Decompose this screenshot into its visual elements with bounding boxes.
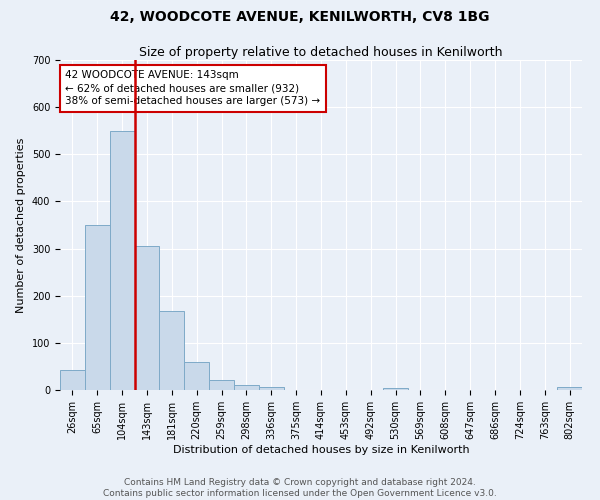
Y-axis label: Number of detached properties: Number of detached properties [16, 138, 26, 312]
Text: 42, WOODCOTE AVENUE, KENILWORTH, CV8 1BG: 42, WOODCOTE AVENUE, KENILWORTH, CV8 1BG [110, 10, 490, 24]
X-axis label: Distribution of detached houses by size in Kenilworth: Distribution of detached houses by size … [173, 444, 469, 454]
Text: 42 WOODCOTE AVENUE: 143sqm
← 62% of detached houses are smaller (932)
38% of sem: 42 WOODCOTE AVENUE: 143sqm ← 62% of deta… [65, 70, 320, 106]
Bar [110, 130, 134, 390]
Bar [234, 385, 259, 390]
Bar [60, 370, 85, 390]
Bar [557, 387, 582, 390]
Bar [85, 225, 110, 390]
Bar [259, 387, 284, 390]
Bar [160, 311, 184, 390]
Bar [184, 362, 209, 390]
Bar [383, 388, 408, 390]
Bar [134, 246, 160, 390]
Text: Contains HM Land Registry data © Crown copyright and database right 2024.
Contai: Contains HM Land Registry data © Crown c… [103, 478, 497, 498]
Title: Size of property relative to detached houses in Kenilworth: Size of property relative to detached ho… [139, 46, 503, 59]
Bar [209, 380, 234, 390]
